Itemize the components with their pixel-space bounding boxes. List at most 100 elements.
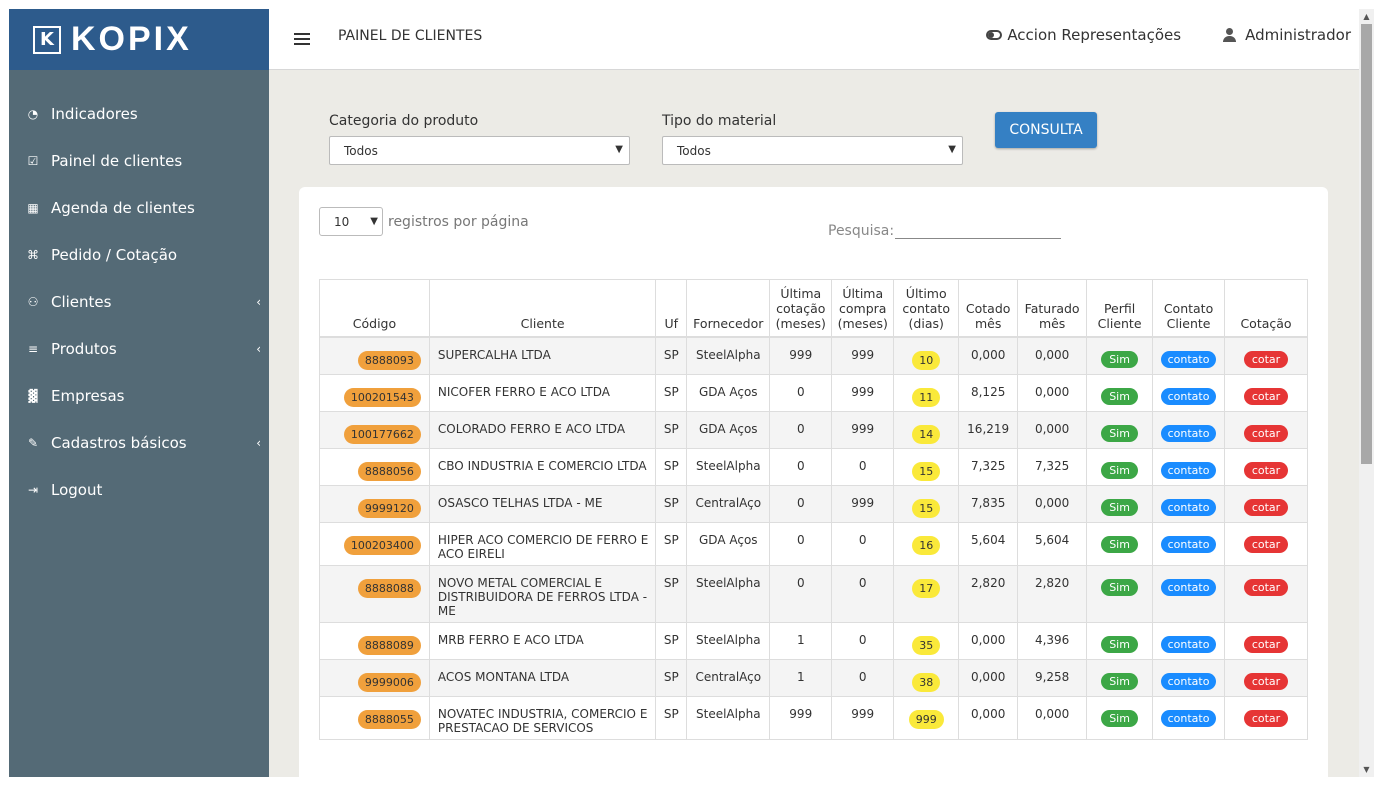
table-row[interactable]: 100201543 NICOFER FERRO E ACO LTDA SP GDA A… bbox=[319, 373, 1308, 412]
sidebar-item-0[interactable]: ◔ Indicadores bbox=[9, 90, 269, 137]
column-header[interactable]: Fornecedor bbox=[686, 279, 771, 338]
contact-button[interactable]: contato bbox=[1160, 672, 1217, 690]
sidebar-item-8[interactable]: ⇥ Logout bbox=[9, 466, 269, 513]
sidebar-item-4[interactable]: ⚇ Clientes ‹ bbox=[9, 278, 269, 325]
sidebar-item-5[interactable]: ≡ Produtos ‹ bbox=[9, 325, 269, 372]
profile-button[interactable]: Sim bbox=[1101, 424, 1138, 442]
table-cell: SUPERCALHA LTDA bbox=[428, 336, 657, 375]
calendar-icon: ▦ bbox=[27, 200, 39, 215]
toggle-icon[interactable] bbox=[986, 30, 1003, 40]
column-header[interactable]: Uf bbox=[655, 279, 688, 338]
sidebar-item-3[interactable]: ⌘ Pedido / Cotação bbox=[9, 231, 269, 278]
column-header[interactable]: Último contato (dias) bbox=[893, 279, 960, 338]
table-row[interactable]: 100203400 HIPER ACO COMERCIO DE FERRO E A… bbox=[319, 521, 1308, 566]
scroll-down-icon[interactable]: ▼ bbox=[1363, 765, 1370, 774]
contact-button[interactable]: contato bbox=[1160, 350, 1217, 368]
sidebar-item-1[interactable]: ☑ Painel de clientes bbox=[9, 137, 269, 184]
tipo-filter: Tipo do material Todos ▼ bbox=[662, 113, 963, 165]
profile-button[interactable]: Sim bbox=[1101, 578, 1138, 596]
column-header[interactable]: Última compra (meses) bbox=[831, 279, 895, 338]
contact-button[interactable]: contato bbox=[1160, 498, 1217, 516]
table-row[interactable]: 9999120 OSASCO TELHAS LTDA - ME SP CentralA… bbox=[319, 484, 1308, 523]
contact-button[interactable]: contato bbox=[1160, 635, 1217, 653]
profile-button[interactable]: Sim bbox=[1101, 635, 1138, 653]
profile-button[interactable]: Sim bbox=[1101, 387, 1138, 405]
column-header[interactable]: Cotação bbox=[1224, 279, 1308, 338]
table-cell: 0 bbox=[831, 521, 895, 566]
table-cell: Sim bbox=[1086, 658, 1154, 697]
consulta-button[interactable]: CONSULTA bbox=[995, 112, 1097, 148]
contact-button[interactable]: contato bbox=[1160, 535, 1217, 553]
column-header[interactable]: Cotado mês bbox=[958, 279, 1019, 338]
sidebar-item-6[interactable]: ▓ Empresas bbox=[9, 372, 269, 419]
last-contact-badge: 17 bbox=[912, 578, 941, 598]
table-cell: SteelAlpha bbox=[686, 695, 771, 740]
check-square-icon: ☑ bbox=[27, 153, 39, 168]
sidebar-item-7[interactable]: ✎ Cadastros básicos ‹ bbox=[9, 419, 269, 466]
logo-mark: K bbox=[33, 25, 61, 54]
tipo-select[interactable]: Todos ▼ bbox=[662, 136, 963, 165]
sidebar-item-2[interactable]: ▦ Agenda de clientes bbox=[9, 184, 269, 231]
quote-button[interactable]: cotar bbox=[1243, 535, 1289, 553]
column-header[interactable]: Contato Cliente bbox=[1152, 279, 1226, 338]
quote-button[interactable]: cotar bbox=[1243, 635, 1289, 653]
quoted-month-value: 7,325 bbox=[970, 458, 1006, 473]
contact-button[interactable]: contato bbox=[1160, 578, 1217, 596]
quoted-month-value: 0,000 bbox=[970, 347, 1006, 362]
contact-button[interactable]: contato bbox=[1160, 387, 1217, 405]
table-cell: SP bbox=[655, 564, 688, 623]
quote-button[interactable]: cotar bbox=[1243, 498, 1289, 516]
quote-button[interactable]: cotar bbox=[1243, 424, 1289, 442]
dashboard-icon: ◔ bbox=[27, 106, 39, 121]
billed-month-value: 9,258 bbox=[1034, 669, 1070, 684]
table-row[interactable]: 8888088 NOVO METAL COMERCIAL E DISTRIBUID… bbox=[319, 564, 1308, 623]
vertical-scrollbar[interactable]: ▲ ▼ bbox=[1359, 9, 1374, 777]
quote-button[interactable]: cotar bbox=[1243, 672, 1289, 690]
table-row[interactable]: 8888093 SUPERCALHA LTDA SP SteelAlpha 999 999… bbox=[319, 336, 1308, 375]
uf-value: SP bbox=[663, 384, 679, 399]
profile-button[interactable]: Sim bbox=[1101, 498, 1138, 516]
page-size-select[interactable]: 10 ▼ bbox=[319, 207, 383, 236]
column-header[interactable]: Faturado mês bbox=[1017, 279, 1088, 338]
table-row[interactable]: 8888055 NOVATEC INDUSTRIA, COMERCIO E PRE… bbox=[319, 695, 1308, 740]
code-badge: 9999120 bbox=[357, 498, 421, 518]
profile-button[interactable]: Sim bbox=[1101, 709, 1138, 727]
quote-button[interactable]: cotar bbox=[1243, 461, 1289, 479]
sidebar-item-label: Produtos bbox=[51, 339, 117, 358]
table-cell: contato bbox=[1152, 336, 1226, 375]
contact-button[interactable]: contato bbox=[1160, 461, 1217, 479]
sidebar: K KOPIX ◔ Indicadores ☑ Painel de clientes ▦… bbox=[9, 9, 269, 777]
table-cell: contato bbox=[1152, 695, 1226, 740]
quote-button[interactable]: cotar bbox=[1243, 709, 1289, 727]
table-cell: 0 bbox=[831, 658, 895, 697]
top-header: PAINEL DE CLIENTES Accion Representações… bbox=[269, 9, 1359, 70]
profile-button[interactable]: Sim bbox=[1101, 672, 1138, 690]
categoria-select[interactable]: Todos ▼ bbox=[329, 136, 630, 165]
table-row[interactable]: 8888056 CBO INDUSTRIA E COMERCIO LTDA SP St… bbox=[319, 447, 1308, 486]
sidebar-item-label: Indicadores bbox=[51, 104, 138, 123]
company-selector[interactable]: Accion Representações bbox=[1007, 26, 1182, 44]
profile-button[interactable]: Sim bbox=[1101, 350, 1138, 368]
contact-button[interactable]: contato bbox=[1160, 709, 1217, 727]
column-header[interactable]: Código bbox=[319, 279, 430, 338]
profile-button[interactable]: Sim bbox=[1101, 461, 1138, 479]
column-header[interactable]: Perfil Cliente bbox=[1086, 279, 1154, 338]
supplier-name: GDA Aços bbox=[699, 421, 758, 436]
user-menu[interactable]: Administrador bbox=[1245, 26, 1351, 44]
contact-button[interactable]: contato bbox=[1160, 424, 1217, 442]
table-cell: contato bbox=[1152, 373, 1226, 412]
table-row[interactable]: 100177662 COLORADO FERRO E ACO LTDA SP GDA … bbox=[319, 410, 1308, 449]
column-header[interactable]: Cliente bbox=[428, 279, 657, 338]
quote-button[interactable]: cotar bbox=[1243, 578, 1289, 596]
scroll-up-icon[interactable]: ▲ bbox=[1363, 12, 1370, 21]
menu-toggle-icon[interactable] bbox=[294, 33, 312, 45]
quote-button[interactable]: cotar bbox=[1243, 350, 1289, 368]
column-header[interactable]: Última cotação (meses) bbox=[769, 279, 833, 338]
profile-button[interactable]: Sim bbox=[1101, 535, 1138, 553]
quote-button[interactable]: cotar bbox=[1243, 387, 1289, 405]
search-input[interactable] bbox=[895, 224, 1062, 239]
brand-logo[interactable]: K KOPIX bbox=[9, 9, 269, 70]
table-row[interactable]: 9999006 ACOS MONTANA LTDA SP CentralAço 1 0 38… bbox=[319, 658, 1308, 697]
table-row[interactable]: 8888089 MRB FERRO E ACO LTDA SP SteelAlpha 1… bbox=[319, 621, 1308, 660]
scroll-thumb[interactable] bbox=[1361, 24, 1372, 464]
